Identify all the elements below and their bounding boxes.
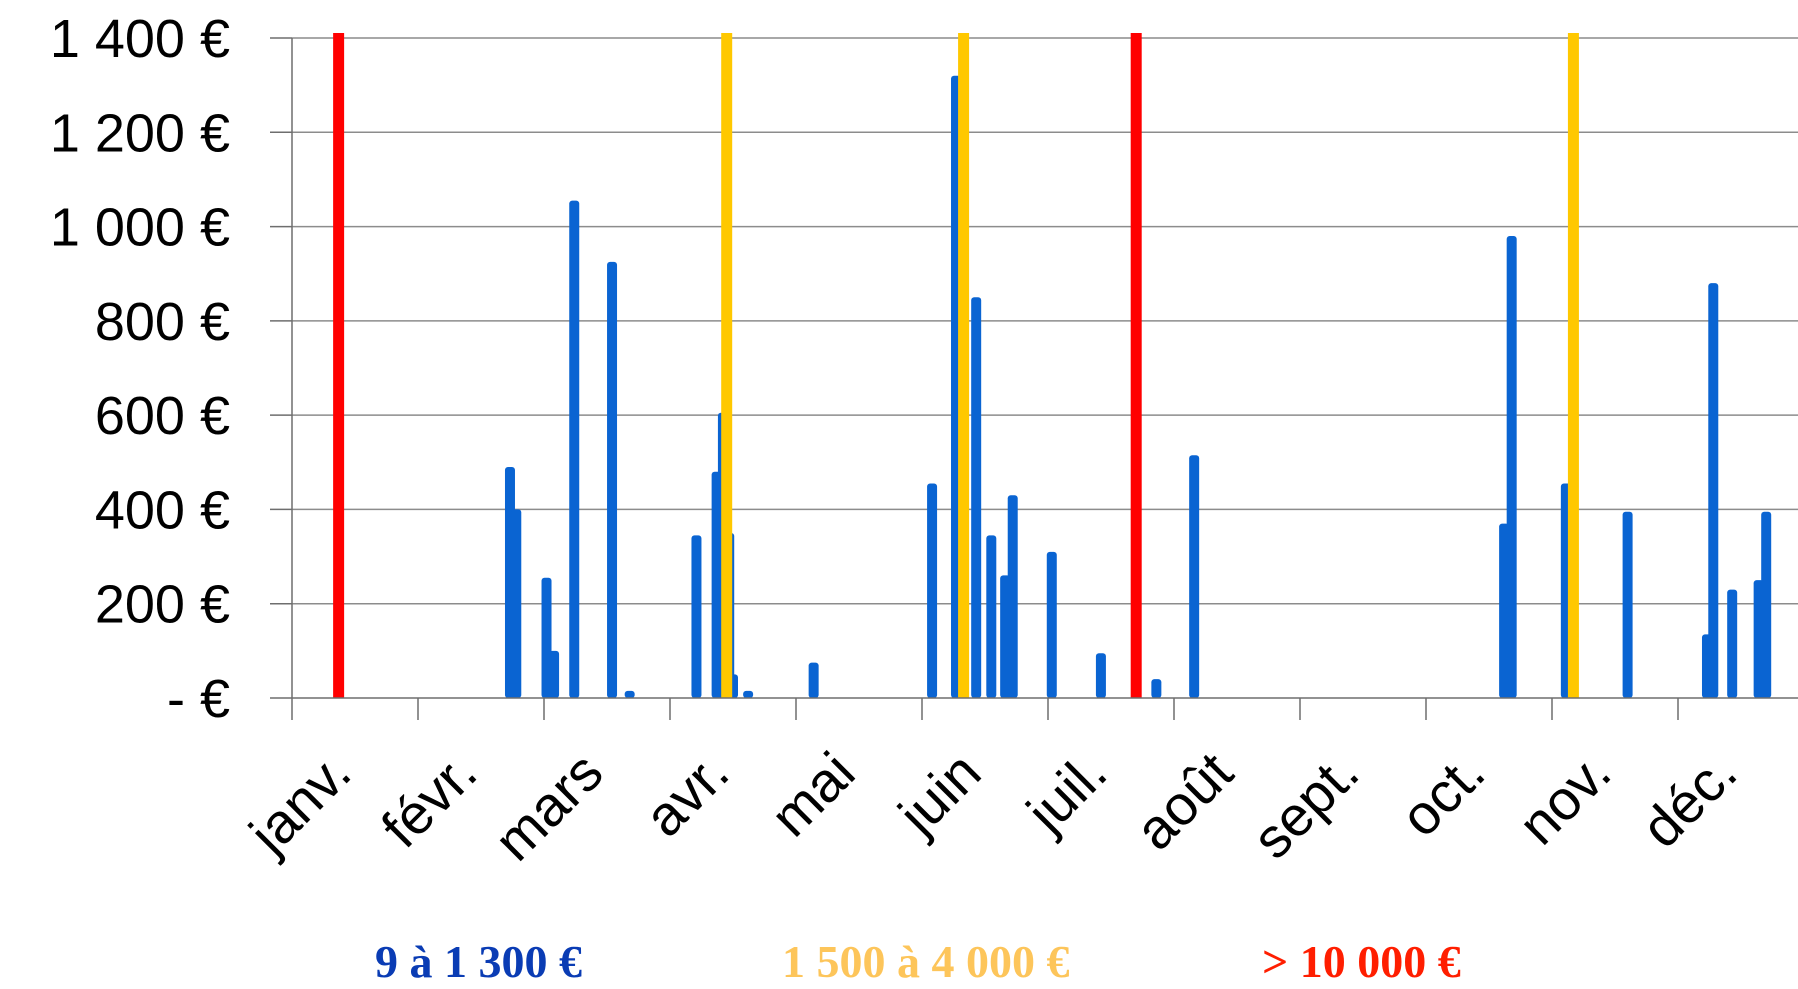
x-tick-label: sept. (1240, 740, 1370, 870)
x-tick-label: août (1123, 740, 1245, 862)
bar (986, 535, 997, 698)
bar (569, 200, 580, 698)
bar (1727, 589, 1738, 698)
y-tick-label: - € (167, 669, 230, 729)
bar (1622, 511, 1633, 698)
x-tick-label: oct. (1388, 740, 1496, 848)
bar (1753, 580, 1764, 698)
y-tick-label: 800 € (95, 292, 230, 352)
bars (333, 33, 1772, 698)
bar (1130, 33, 1142, 698)
y-tick-label: 200 € (95, 575, 230, 635)
x-tick-label: janv. (236, 740, 363, 867)
bar (958, 33, 970, 698)
bar (721, 33, 733, 698)
legend-item-high: > 10 000 € (1262, 936, 1461, 987)
x-tick-label: mars (482, 740, 615, 873)
bar (541, 577, 552, 698)
bar (1567, 33, 1579, 698)
legend-item-low: 9 à 1 300 € (375, 936, 582, 987)
bar (691, 535, 702, 698)
bar (1095, 653, 1106, 698)
bar (1007, 495, 1018, 698)
legend-item-mid: 1 500 à 4 000 € (782, 936, 1070, 987)
x-tick-label: juin (885, 740, 993, 848)
bar (624, 690, 635, 698)
y-tick-label: 1 200 € (50, 103, 230, 163)
x-tick-label: nov. (1506, 740, 1622, 856)
x-tick-label: mai (758, 740, 866, 848)
bar (1046, 551, 1057, 698)
x-tick-label: avr. (632, 740, 740, 848)
x-tick-label: févr. (369, 740, 488, 859)
bar (808, 662, 819, 698)
bar (549, 650, 560, 698)
y-tick-labels: - € 200 € 400 € 600 € 800 € 1 000 € 1 200 € 1 4… (50, 9, 230, 729)
bar (333, 33, 345, 698)
bar (607, 261, 618, 698)
bar (1708, 283, 1719, 698)
grid-lines (292, 37, 1798, 605)
bar (1506, 236, 1517, 698)
bar (1499, 523, 1510, 698)
bar (927, 483, 938, 698)
bar (1151, 679, 1162, 698)
axes (270, 37, 1798, 720)
bar (1761, 511, 1772, 698)
x-tick-label: juil. (1013, 740, 1118, 845)
y-tick-label: 1 400 € (50, 9, 230, 69)
y-tick-label: 400 € (95, 480, 230, 540)
bar (511, 509, 522, 698)
bar (1189, 455, 1200, 698)
y-tick-label: 1 000 € (50, 198, 230, 258)
bar (743, 690, 754, 698)
x-tick-label: déc. (1629, 740, 1748, 859)
bar (971, 297, 982, 698)
bar (1000, 575, 1011, 698)
y-tick-label: 600 € (95, 386, 230, 446)
